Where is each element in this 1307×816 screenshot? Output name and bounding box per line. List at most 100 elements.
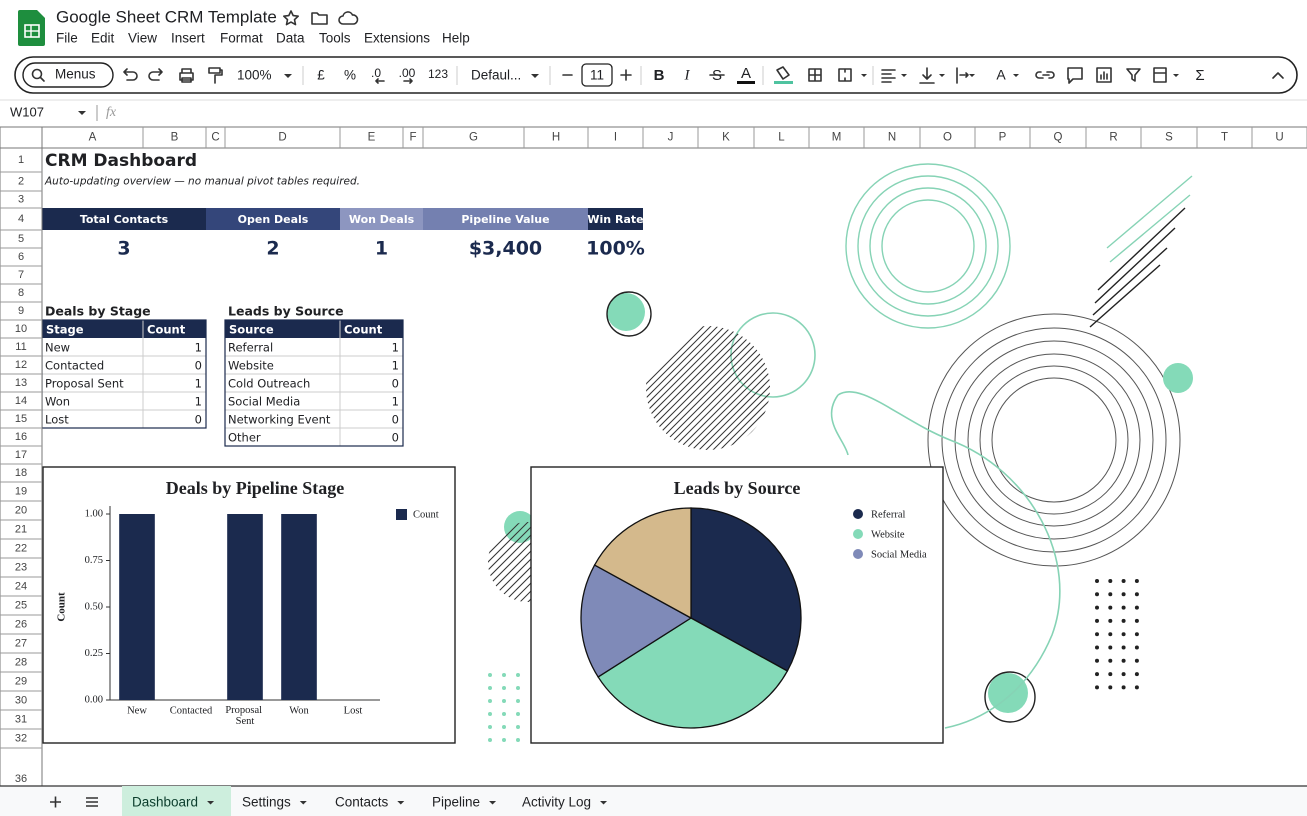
menu-item[interactable]: Edit	[91, 31, 115, 46]
bold-button[interactable]: B	[654, 67, 665, 84]
rotate-button[interactable]: A	[996, 67, 1006, 83]
add-sheet[interactable]	[50, 796, 61, 808]
row-header[interactable]: 12	[15, 359, 27, 371]
chart-icon[interactable]	[1096, 67, 1112, 83]
row-header[interactable]: 1	[18, 154, 24, 166]
row-header[interactable]: 24	[15, 580, 27, 592]
row-header[interactable]: 20	[15, 504, 27, 516]
font-size[interactable]: 11	[590, 68, 604, 83]
column-header[interactable]: N	[888, 132, 896, 144]
row-header[interactable]: 9	[18, 305, 24, 317]
row-header[interactable]: 7	[18, 269, 24, 281]
column-header[interactable]: T	[1221, 132, 1228, 144]
column-header[interactable]: G	[469, 132, 478, 144]
merge-icon[interactable]	[838, 68, 852, 82]
column-header[interactable]: Q	[1054, 132, 1063, 144]
tab-dropdown[interactable]	[207, 801, 215, 805]
tab-dropdown[interactable]	[397, 801, 405, 805]
row-header[interactable]: 17	[15, 449, 27, 461]
currency-format[interactable]: £	[317, 68, 325, 83]
column-header[interactable]: I	[614, 132, 617, 144]
row-header[interactable]: 10	[15, 323, 27, 335]
row-header[interactable]: 19	[15, 485, 27, 497]
filter-icon[interactable]	[1126, 68, 1141, 82]
row-header[interactable]: 18	[15, 467, 27, 479]
column-header[interactable]: O	[943, 132, 952, 144]
print-icon[interactable]	[179, 68, 194, 83]
tab-dropdown[interactable]	[600, 801, 608, 805]
all-sheets[interactable]	[86, 797, 98, 807]
row-header[interactable]: 11	[15, 341, 26, 353]
row-header[interactable]: 21	[15, 523, 27, 535]
cloud-icon[interactable]	[338, 11, 359, 25]
column-header[interactable]: S	[1165, 132, 1173, 144]
tab-dropdown[interactable]	[489, 801, 497, 805]
fill-color-icon[interactable]	[776, 66, 790, 80]
increase-decimals[interactable]: .00	[399, 66, 416, 80]
menu-item[interactable]: File	[56, 31, 78, 46]
dropdown[interactable]	[284, 74, 292, 78]
row-header[interactable]: 3	[18, 193, 24, 205]
valign-icon[interactable]	[919, 67, 935, 84]
row-header[interactable]: 23	[15, 561, 27, 573]
column-header[interactable]: A	[89, 132, 97, 144]
column-header[interactable]: R	[1109, 132, 1117, 144]
number-format[interactable]: 123	[428, 67, 448, 81]
sheet-tab[interactable]: Dashboard	[132, 795, 198, 810]
sheet-tab[interactable]: Activity Log	[522, 795, 591, 810]
undo-icon[interactable]	[123, 68, 138, 81]
menu-item[interactable]: Help	[442, 31, 470, 46]
name-box[interactable]: W107	[10, 104, 44, 119]
increase-font-size[interactable]	[620, 69, 632, 81]
row-header[interactable]: 27	[15, 637, 27, 649]
column-header[interactable]: P	[999, 132, 1007, 144]
column-header[interactable]: H	[552, 132, 560, 144]
star-icon[interactable]	[283, 10, 299, 26]
row-header[interactable]: 15	[15, 413, 27, 425]
dropdown[interactable]	[861, 74, 1179, 77]
column-header[interactable]: B	[171, 132, 179, 144]
row-header[interactable]: 14	[15, 395, 27, 407]
menu-item[interactable]: Data	[276, 31, 305, 46]
document-title[interactable]: Google Sheet CRM Template	[56, 7, 277, 26]
column-header[interactable]: L	[778, 132, 785, 144]
column-header[interactable]: C	[211, 132, 219, 144]
row-header[interactable]: 5	[18, 233, 24, 245]
text-color-button[interactable]: A	[741, 65, 751, 82]
align-icon[interactable]	[881, 69, 896, 83]
select-all[interactable]	[0, 126, 43, 149]
font-family[interactable]: Defaul...	[471, 68, 521, 83]
functions-button[interactable]: Σ	[1195, 67, 1204, 84]
views-icon[interactable]	[1153, 67, 1167, 83]
row-header[interactable]: 25	[15, 599, 27, 611]
redo-icon[interactable]	[148, 68, 163, 81]
row-header[interactable]: 6	[18, 251, 24, 263]
row-header[interactable]: 30	[15, 694, 27, 706]
font-size-box[interactable]	[581, 63, 613, 87]
row-header[interactable]: 4	[18, 213, 24, 225]
row-header[interactable]: 29	[15, 675, 27, 687]
menu-item[interactable]: Tools	[319, 31, 351, 46]
menu-item[interactable]: Extensions	[364, 31, 430, 46]
collapse-toolbar[interactable]	[1272, 72, 1284, 79]
column-header[interactable]: E	[368, 132, 376, 144]
wrap-icon[interactable]	[956, 67, 969, 84]
menus-label[interactable]: Menus	[55, 67, 96, 82]
tab-dropdown[interactable]	[299, 801, 307, 805]
sheet-tab[interactable]: Settings	[242, 795, 291, 810]
dropdown[interactable]	[78, 111, 86, 115]
menu-item[interactable]: Insert	[171, 31, 205, 46]
column-header[interactable]: F	[409, 132, 416, 144]
dropdown[interactable]	[531, 74, 539, 78]
row-header[interactable]: 31	[15, 713, 27, 725]
column-header[interactable]: D	[278, 132, 286, 144]
decrease-decimals[interactable]: .0	[371, 66, 381, 80]
menus-button[interactable]	[22, 62, 114, 88]
row-header[interactable]: 13	[15, 377, 27, 389]
row-header[interactable]: 26	[15, 618, 27, 630]
move-icon[interactable]	[311, 12, 328, 25]
menu-item[interactable]: Format	[220, 31, 263, 46]
row-header[interactable]: 28	[15, 656, 27, 668]
column-header[interactable]: U	[1275, 132, 1283, 144]
paint-format-icon[interactable]	[208, 67, 223, 84]
